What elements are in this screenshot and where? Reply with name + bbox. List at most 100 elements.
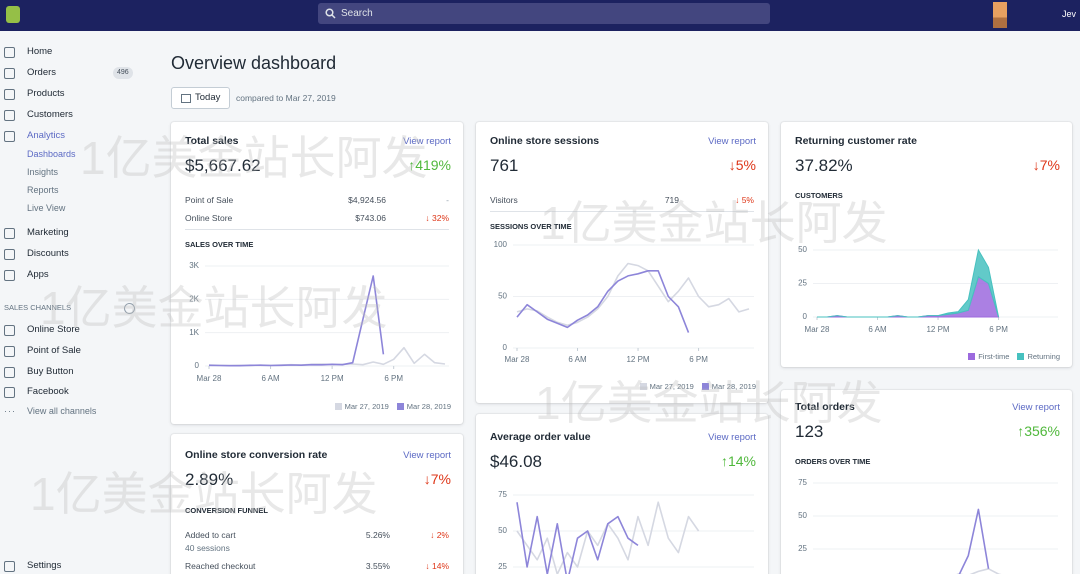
user-name[interactable]: Jev xyxy=(1062,9,1077,19)
nav-item[interactable]: Facebook xyxy=(27,386,69,397)
chart: 25 50 75 xyxy=(498,490,754,574)
legend-item[interactable]: Mar 28, 2019 xyxy=(396,402,451,411)
card-title: Total orders xyxy=(795,401,855,413)
y-tick-label: 75 xyxy=(798,478,807,487)
y-tick-label: 100 xyxy=(494,240,508,249)
y-tick-label: 0 xyxy=(503,343,508,352)
compare-text: compared to Mar 27, 2019 xyxy=(236,93,336,103)
chart: 0 25 50 Mar 28 6 AM 12 PM 6 PM xyxy=(798,245,1058,334)
nav-item[interactable]: Analytics xyxy=(27,130,66,141)
y-tick-label: 50 xyxy=(498,526,507,535)
nav-item[interactable]: Products xyxy=(27,88,65,99)
x-tick-label: 6 PM xyxy=(689,355,708,364)
card-value: $5,667.62 xyxy=(185,156,261,175)
card-change: ↑419% xyxy=(408,157,451,173)
nav-item[interactable]: Orders xyxy=(27,67,57,78)
view-report-link[interactable]: View report xyxy=(403,136,451,147)
nav-item[interactable]: Settings xyxy=(27,560,62,571)
x-tick-label: Mar 28 xyxy=(505,355,530,364)
legend-label: Returning xyxy=(1027,352,1060,361)
nav-item[interactable]: Apps xyxy=(27,269,49,280)
nav-subitem[interactable]: Live View xyxy=(27,203,66,213)
nav-subitem[interactable]: Reports xyxy=(27,185,59,195)
x-tick-label: 12 PM xyxy=(321,374,344,383)
card-value: 2.89% xyxy=(185,470,234,489)
x-tick-label: 6 PM xyxy=(384,374,403,383)
card: Total orders View report 123 ↑356% ORDERS OV… xyxy=(781,390,1072,574)
nav-icon xyxy=(4,270,15,281)
view-report-link[interactable]: View report xyxy=(708,136,756,147)
view-report-link[interactable]: View report xyxy=(708,432,756,443)
nav-subitem[interactable]: Insights xyxy=(27,167,59,177)
card: Average order value View report $46.08 ↑14%… xyxy=(476,414,768,574)
nav-item[interactable]: Online Store xyxy=(27,324,80,335)
card-title: Total sales xyxy=(185,135,239,147)
section-heading: CONVERSION FUNNEL xyxy=(185,506,268,515)
view-report-link[interactable]: View report xyxy=(1012,402,1060,413)
nav-item[interactable]: View all channels xyxy=(27,406,97,416)
card-title: Online store sessions xyxy=(490,135,600,147)
legend-item[interactable]: Mar 28, 2019 xyxy=(701,382,756,391)
avatar[interactable] xyxy=(993,2,1007,28)
y-tick-label: 75 xyxy=(498,490,507,499)
nav-item[interactable]: Home xyxy=(27,46,53,57)
nav-item[interactable]: Customers xyxy=(27,109,73,120)
legend-swatch xyxy=(701,383,709,390)
divider xyxy=(490,211,754,212)
y-tick-label: 1K xyxy=(189,328,199,337)
y-tick-label: 50 xyxy=(498,292,507,301)
view-report-link[interactable]: View report xyxy=(403,450,451,461)
series-line xyxy=(956,568,1002,574)
funnel-change: ↓ 2% xyxy=(430,530,449,540)
legend-label: Mar 28, 2019 xyxy=(406,402,451,411)
page-title: Overview dashboard xyxy=(171,53,337,73)
row-change: ↓ 32% xyxy=(425,213,449,223)
legend-item[interactable]: First-time xyxy=(968,352,1009,361)
series-area xyxy=(817,248,1000,318)
section-heading: SALES CHANNELS xyxy=(4,303,72,312)
legend-item[interactable]: Mar 27, 2019 xyxy=(639,382,694,391)
card-title: Average order value xyxy=(490,431,591,443)
card: Online store conversion rate View report 2… xyxy=(171,434,463,574)
nav-item[interactable]: Discounts xyxy=(27,248,69,259)
add-channel[interactable] xyxy=(124,303,135,314)
nav-icon xyxy=(4,47,15,58)
nav-badge: 496 xyxy=(113,67,133,79)
search-icon xyxy=(325,8,336,19)
legend-item[interactable]: Mar 27, 2019 xyxy=(334,402,389,411)
legend-item[interactable]: Returning xyxy=(1017,352,1060,361)
row-change: - xyxy=(446,195,449,205)
search-box[interactable]: Search xyxy=(318,3,770,24)
card-value: $46.08 xyxy=(490,452,542,471)
legend-label: Mar 27, 2019 xyxy=(649,382,694,391)
legend-label: First-time xyxy=(978,352,1010,361)
nav-item[interactable]: Buy Button xyxy=(27,366,74,377)
row-label: Point of Sale xyxy=(185,195,234,205)
nav-icon xyxy=(4,249,15,260)
y-tick-label: 50 xyxy=(798,511,807,520)
nav-item[interactable]: Point of Sale xyxy=(27,345,81,356)
logo[interactable] xyxy=(6,6,20,23)
y-tick-label: 25 xyxy=(798,544,807,553)
legend-swatch xyxy=(968,353,976,360)
row-label: Online Store xyxy=(185,213,233,223)
legend-swatch xyxy=(396,403,404,410)
funnel-value: 3.55% xyxy=(365,561,390,571)
legend-swatch xyxy=(639,383,647,390)
nav-subitem[interactable]: Dashboards xyxy=(27,149,76,159)
row-value: $4,924.56 xyxy=(348,195,386,205)
series-line xyxy=(516,501,700,574)
divider xyxy=(185,229,449,230)
legend-swatch xyxy=(334,403,342,410)
nav-icon xyxy=(4,387,15,398)
x-tick-label: 12 PM xyxy=(926,325,949,334)
date-button[interactable]: Today xyxy=(171,87,230,109)
funnel-change: ↓ 14% xyxy=(425,561,449,571)
nav-icon xyxy=(4,346,15,357)
chart-heading: SESSIONS OVER TIME xyxy=(490,222,572,231)
y-tick-label: 3K xyxy=(189,261,199,270)
nav-icon xyxy=(4,110,15,121)
nav-item[interactable]: Marketing xyxy=(27,227,69,238)
nav-icon xyxy=(4,228,15,239)
x-tick-label: 6 AM xyxy=(568,355,587,364)
